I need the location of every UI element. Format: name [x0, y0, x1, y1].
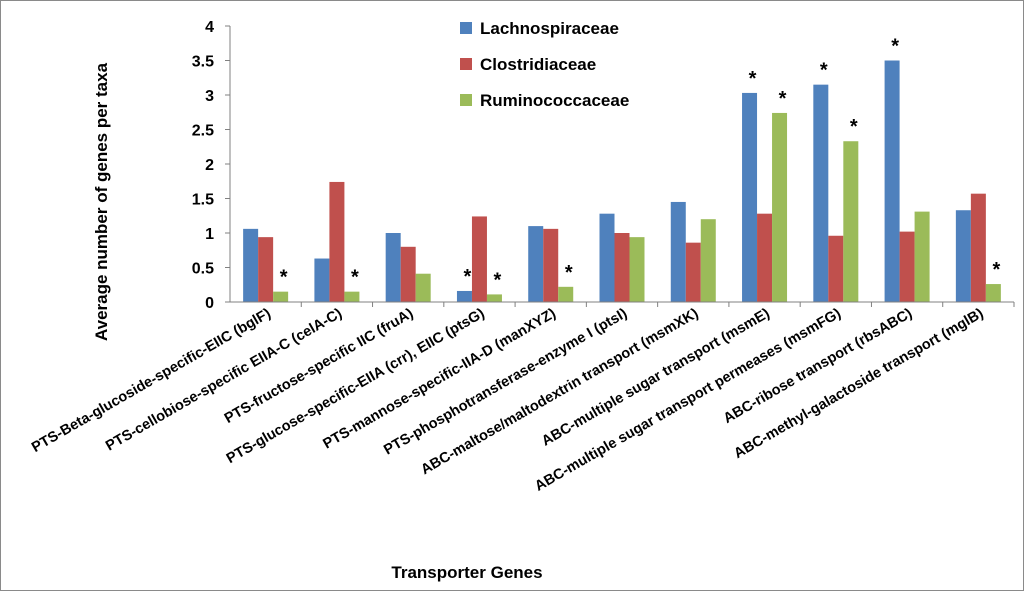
y-tick-label: 0.5 [192, 261, 214, 278]
legend-swatch-ruminococcaceae [460, 94, 472, 106]
bar-clostridiaceae [685, 242, 701, 302]
y-tick-label: 1.5 [192, 192, 214, 209]
bar-lachnospiraceae [456, 290, 472, 302]
x-tick-label: ABC-methyl-galactoside transport (mglB) [731, 306, 986, 463]
significance-star: * [891, 36, 899, 58]
bar-ruminococcaceae [629, 237, 645, 302]
significance-star: * [749, 68, 757, 90]
bar-lachnospiraceae [314, 258, 330, 302]
significance-star: * [992, 259, 1000, 281]
legend: Lachnospiraceae Clostridiaceae Ruminococca… [460, 19, 629, 110]
bar-clostridiaceae [471, 216, 487, 302]
y-tick-labels: 0 0.5 1 1.5 2 2.5 3 3.5 4 [192, 19, 214, 312]
legend-label: Lachnospiraceae [480, 19, 619, 38]
bar-clostridiaceae [828, 235, 844, 302]
significance-star: * [820, 60, 828, 82]
bar-ruminococcaceae [700, 219, 716, 302]
legend-swatch-lachnospiraceae [460, 22, 472, 34]
bar-ruminococcaceae [558, 286, 574, 302]
x-axis-title: Transporter Genes [391, 563, 542, 582]
significance-star: * [464, 266, 472, 288]
y-tick-label: 3 [205, 88, 214, 105]
bar-clostridiaceae [258, 237, 274, 302]
bars-layer [243, 60, 1001, 303]
bar-ruminococcaceae [843, 141, 859, 302]
bar-clostridiaceae [899, 231, 915, 302]
bar-clostridiaceae [543, 228, 559, 302]
y-tick-label: 0 [205, 295, 214, 312]
y-axis-title: Average number of genes per taxa [92, 62, 111, 341]
bar-lachnospiraceae [955, 210, 971, 302]
bar-ruminococcaceae [772, 112, 788, 302]
y-tick-label: 1 [205, 226, 214, 243]
bar-ruminococcaceae [273, 291, 289, 302]
bar-ruminococcaceae [486, 294, 502, 302]
bar-clostridiaceae [970, 193, 986, 302]
significance-star: * [565, 262, 573, 284]
bar-ruminococcaceae [985, 284, 1001, 302]
bar-lachnospiraceae [742, 92, 758, 303]
x-tick-label: PTS-glucose-specific-EIIA (crr), EIIC (p… [224, 306, 488, 468]
bar-lachnospiraceae [599, 213, 615, 302]
bar-clostridiaceae [614, 233, 630, 302]
significance-star: * [779, 88, 787, 110]
bar-ruminococcaceae [344, 291, 360, 302]
x-tick-labels: PTS-Beta-glucoside-specific-EIIC (bglF)P… [29, 306, 986, 495]
bar-ruminococcaceae [914, 211, 930, 302]
bar-clostridiaceae [329, 181, 345, 302]
legend-swatch-clostridiaceae [460, 58, 472, 70]
y-tick-label: 3.5 [192, 54, 214, 71]
significance-star: * [351, 267, 359, 289]
legend-label: Clostridiaceae [480, 55, 596, 74]
significance-star: * [494, 269, 502, 291]
bar-ruminococcaceae [415, 273, 431, 302]
bar-lachnospiraceae [884, 60, 900, 302]
bar-clostridiaceae [757, 213, 773, 302]
bar-lachnospiraceae [813, 84, 829, 303]
y-tick-label: 2 [205, 157, 214, 174]
axes-layer [225, 25, 1015, 307]
significance-star: * [850, 116, 858, 138]
significance-star: * [280, 267, 288, 289]
bar-lachnospiraceae [528, 226, 544, 302]
bar-clostridiaceae [400, 246, 416, 302]
y-tick-label: 4 [205, 19, 214, 36]
bar-lachnospiraceae [670, 201, 686, 302]
legend-label: Ruminococcaceae [480, 91, 629, 110]
bar-lachnospiraceae [243, 228, 259, 302]
significance-markers: * * * * * * * * * * * [280, 36, 1001, 292]
y-tick-label: 2.5 [192, 123, 214, 140]
bar-lachnospiraceae [385, 233, 401, 302]
